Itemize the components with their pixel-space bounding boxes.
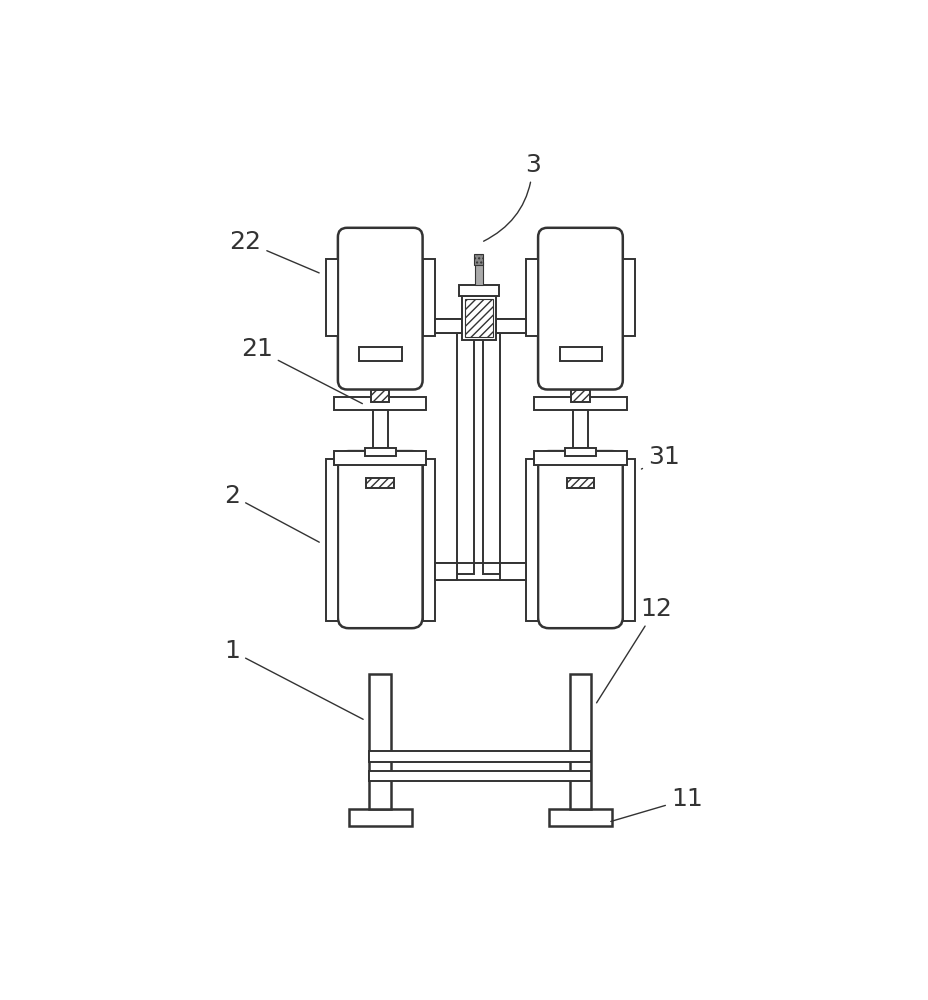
Bar	[366, 478, 393, 488]
Bar	[359, 347, 402, 361]
Bar	[458, 285, 498, 296]
Text: 21: 21	[241, 337, 362, 404]
Text: 12: 12	[596, 597, 671, 703]
Text: 31: 31	[640, 445, 678, 469]
Bar	[483, 333, 500, 574]
Bar	[473, 254, 483, 265]
Bar	[525, 259, 537, 336]
Bar	[369, 674, 391, 809]
Bar	[622, 459, 635, 620]
Text: 1: 1	[225, 639, 363, 719]
Bar	[372, 410, 388, 448]
FancyBboxPatch shape	[537, 451, 622, 628]
Bar	[365, 448, 395, 456]
FancyBboxPatch shape	[338, 228, 422, 389]
Bar	[569, 674, 590, 809]
Bar	[500, 563, 525, 580]
Text: 11: 11	[611, 787, 702, 821]
Bar	[334, 397, 426, 410]
Bar	[534, 451, 626, 465]
Bar	[325, 259, 338, 336]
Bar	[559, 347, 601, 361]
Bar	[325, 459, 338, 620]
Bar	[434, 319, 461, 333]
Bar	[422, 459, 434, 620]
Bar	[474, 262, 483, 285]
FancyBboxPatch shape	[537, 228, 622, 389]
Bar	[369, 751, 590, 762]
Bar	[566, 478, 594, 488]
Bar	[370, 389, 389, 402]
Text: 2: 2	[225, 484, 319, 542]
Bar	[434, 563, 457, 580]
Bar	[573, 410, 587, 448]
FancyBboxPatch shape	[338, 451, 422, 628]
Bar	[534, 397, 626, 410]
Bar	[564, 448, 595, 456]
Bar	[457, 333, 473, 574]
Bar	[464, 299, 492, 337]
Bar	[496, 319, 525, 333]
Bar	[548, 809, 612, 826]
Bar	[369, 771, 590, 781]
Bar	[422, 259, 434, 336]
Bar	[525, 459, 537, 620]
Bar	[348, 809, 411, 826]
Bar	[622, 259, 635, 336]
Bar	[461, 296, 496, 340]
Text: 3: 3	[483, 153, 540, 241]
Text: 22: 22	[229, 230, 319, 273]
Bar	[571, 389, 589, 402]
Bar	[334, 451, 426, 465]
